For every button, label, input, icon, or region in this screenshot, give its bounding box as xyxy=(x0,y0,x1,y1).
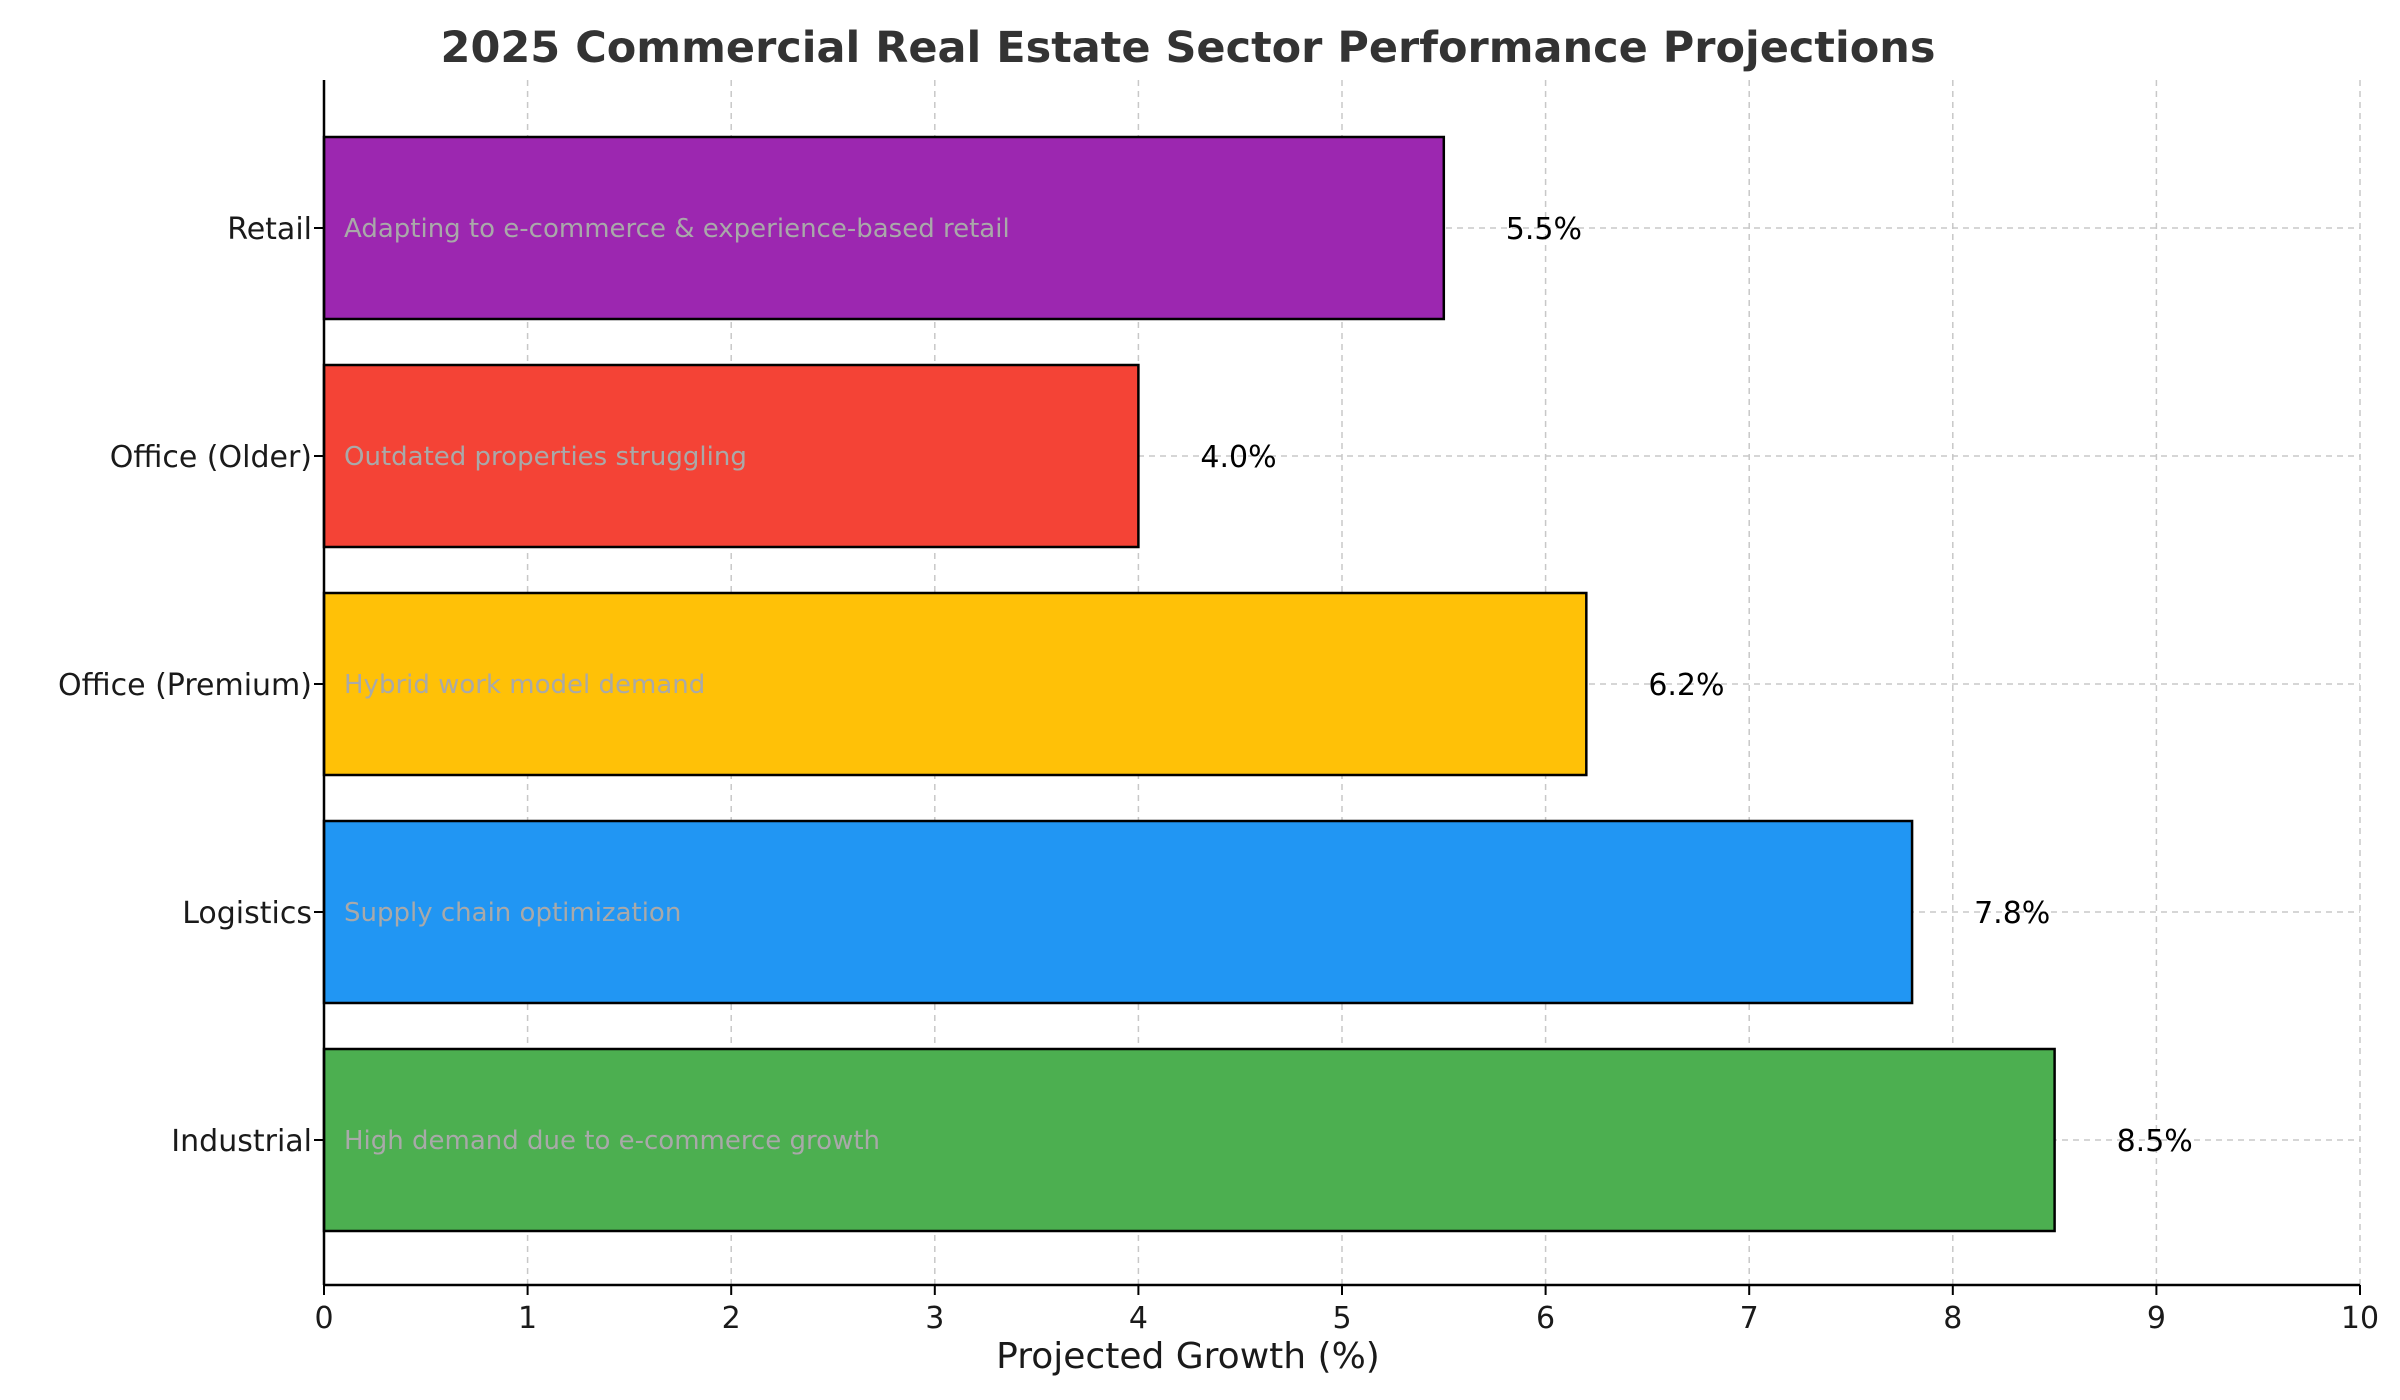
bar-annotation: Hybrid work model demand xyxy=(344,670,705,700)
bar-logistics xyxy=(322,819,1914,1005)
x-tick-label: 2 xyxy=(722,1301,741,1336)
x-axis-label: Projected Growth (%) xyxy=(996,1336,1380,1377)
x-tick-label: 3 xyxy=(925,1301,944,1336)
axes-layer xyxy=(314,80,2361,1295)
bar-annotation: High demand due to e-commerce growth xyxy=(344,1126,880,1156)
category-label: Logistics xyxy=(182,896,312,931)
bar-annotation: Supply chain optimization xyxy=(344,898,681,928)
value-label: 7.8% xyxy=(1974,896,2050,931)
x-tick-label: 5 xyxy=(1332,1301,1351,1336)
bar-retail xyxy=(322,135,1446,321)
value-label: 5.5% xyxy=(1506,212,1582,247)
bar-office-premium xyxy=(322,591,1588,777)
bar-annotation: Adapting to e-commerce & experience-base… xyxy=(344,214,1010,244)
category-label: Industrial xyxy=(171,1124,312,1159)
value-label: 8.5% xyxy=(2117,1124,2193,1159)
x-tick-label: 0 xyxy=(314,1301,333,1336)
category-label: Office (Older) xyxy=(110,440,312,475)
x-tick-label: 6 xyxy=(1536,1301,1555,1336)
bar-annotation: Outdated properties struggling xyxy=(344,442,747,472)
category-label: Office (Premium) xyxy=(58,668,312,703)
bars-layer xyxy=(322,135,2056,1233)
chart-title: 2025 Commercial Real Estate Sector Perfo… xyxy=(441,23,1936,73)
value-label: 6.2% xyxy=(1648,668,1724,703)
category-label: Retail xyxy=(227,212,312,247)
x-tick-label: 8 xyxy=(1943,1301,1962,1336)
x-tick-label: 1 xyxy=(518,1301,537,1336)
x-tick-label: 9 xyxy=(2147,1301,2166,1336)
value-label: 4.0% xyxy=(1200,440,1276,475)
x-tick-label: 7 xyxy=(1740,1301,1759,1336)
x-tick-label: 4 xyxy=(1129,1301,1148,1336)
x-tick-label: 10 xyxy=(2341,1301,2379,1336)
labels-layer: 0 1 2 3 4 5 6 7 8 9 10 8.5% High demand due to e-com… xyxy=(58,212,2379,1336)
bar-office-older xyxy=(322,363,1140,549)
